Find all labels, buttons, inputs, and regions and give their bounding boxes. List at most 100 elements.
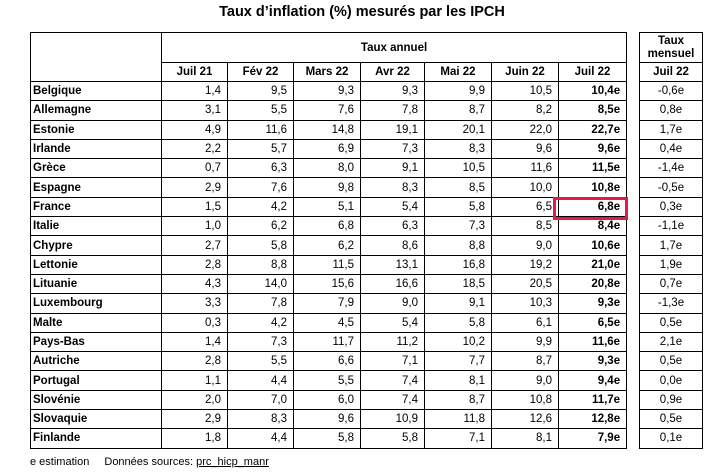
rate-cell: 4,5: [293, 312, 361, 333]
rate-cell: 10,9: [360, 409, 425, 430]
table-row: France 1,5 4,2 5,1 5,4 5,8 6,5 6,8e: [30, 196, 628, 218]
footer-source-link[interactable]: prc_hicp_manr: [196, 456, 269, 468]
monthly-rate-cell: 0,1e: [639, 428, 703, 449]
rate-cell: 18,5: [424, 273, 492, 295]
table-row: Malte 0,3 4,2 4,5 5,4 5,8 6,1 6,5e: [30, 312, 628, 333]
rate-cell: 11,7: [293, 331, 361, 353]
country-name: Belgique: [30, 80, 162, 102]
rate-cell: 7,4: [360, 389, 425, 411]
monthly-rate-cell: 1,9e: [639, 254, 703, 275]
rate-cell: 1,8: [161, 428, 228, 449]
rate-cell: 14,8: [293, 119, 361, 140]
rate-cell: 9,6: [293, 409, 361, 430]
table-row: Lituanie 4,3 14,0 15,6 16,6 18,5 20,5 20,8e: [30, 273, 628, 295]
rate-cell: 20,8e: [557, 273, 628, 295]
rate-cell: 8,1: [424, 370, 492, 391]
table-row: 2,1e: [639, 331, 703, 353]
rate-cell: 8,1: [491, 428, 559, 449]
rate-cell: 9,3: [293, 80, 361, 102]
rate-cell: 6,1: [491, 312, 559, 333]
table-row: -1,3e: [639, 293, 703, 314]
country-name: Irlande: [30, 138, 162, 160]
table-row: Italie 1,0 6,2 6,8 6,3 7,3 8,5 8,4e: [30, 216, 628, 237]
column-header: Avr 22: [360, 62, 425, 82]
table-row: -1,1e: [639, 216, 703, 237]
rate-cell: 7,1: [360, 351, 425, 372]
rate-cell: 6,3: [227, 158, 294, 179]
column-header: Fév 22: [227, 62, 294, 82]
rate-cell: 20,5: [491, 273, 559, 295]
rate-cell: 5,5: [227, 100, 294, 121]
monthly-rate-cell: -0,6e: [639, 80, 703, 102]
rate-cell: 11,8: [424, 409, 492, 430]
rate-cell: 9,3e: [557, 293, 628, 314]
country-name: Lituanie: [30, 273, 162, 295]
monthly-rate-cell: 0,4e: [639, 138, 703, 160]
rate-cell: 5,4: [360, 196, 425, 218]
rate-cell: 8,5: [491, 216, 559, 237]
rate-cell: 2,8: [161, 351, 228, 372]
rate-cell: 5,8: [424, 312, 492, 333]
rate-cell: 9,3e: [557, 351, 628, 372]
rate-cell: 7,9: [293, 293, 361, 314]
rate-cell: 9,4e: [557, 370, 628, 391]
rate-cell: 4,4: [227, 428, 294, 449]
rate-cell: 7,8: [360, 100, 425, 121]
country-name: Portugal: [30, 370, 162, 391]
monthly-rate-cell: 0,5e: [639, 409, 703, 430]
rate-cell: 6,2: [227, 216, 294, 237]
table-row: 1,7e: [639, 119, 703, 140]
rate-cell: 5,5: [227, 351, 294, 372]
rate-cell: 4,3: [161, 273, 228, 295]
rate-cell: 1,5: [161, 196, 228, 218]
rate-cell: 8,0: [293, 158, 361, 179]
annual-rate-body: Belgique 1,4 9,5 9,3 9,3 9,9 10,5 10,4e Allemagn…: [30, 80, 628, 449]
table-row: Allemagne 3,1 5,5 7,6 7,8 8,7 8,2 8,5e: [30, 100, 628, 121]
table-row: Finlande 1,8 4,4 5,8 5,8 7,1 8,1 7,9e: [30, 428, 628, 449]
rate-cell: 10,0: [491, 177, 559, 198]
rate-cell: 9,1: [424, 293, 492, 314]
corner-cell: [30, 32, 162, 82]
rate-cell: 8,6: [360, 235, 425, 256]
rate-cell: 9,6e: [557, 138, 628, 160]
rate-cell: 7,9e: [557, 428, 628, 449]
table-row: 0,5e: [639, 409, 703, 430]
rate-cell: 15,6: [293, 273, 361, 295]
rate-cell: 7,3: [424, 216, 492, 237]
rate-cell: 8,2: [491, 100, 559, 121]
rate-cell: 6,0: [293, 389, 361, 411]
table-row: Chypre 2,7 5,8 6,2 8,6 8,8 9,0 10,6e: [30, 235, 628, 256]
table-row: 0,7e: [639, 273, 703, 295]
rate-cell: 9,1: [360, 158, 425, 179]
annual-rate-table: Taux annuel Juil 21 Fév 22 Mars 22 Avr 22 Ma…: [30, 32, 628, 449]
monthly-rate-cell: 0,3e: [639, 196, 703, 218]
rate-cell: 16,6: [360, 273, 425, 295]
country-name: Finlande: [30, 428, 162, 449]
rate-cell: 10,8: [491, 389, 559, 411]
rate-cell: 9,9: [491, 331, 559, 353]
rate-cell: 10,3: [491, 293, 559, 314]
country-name: Luxembourg: [30, 293, 162, 314]
rate-cell: 2,7: [161, 235, 228, 256]
rate-cell: 9,0: [491, 235, 559, 256]
column-header: Juil 21: [161, 62, 228, 82]
rate-cell: 5,8: [293, 428, 361, 449]
rate-cell: 6,6: [293, 351, 361, 372]
footer: e estimation Données sources: prc_hicp_m…: [30, 456, 269, 468]
rate-cell: 10,5: [424, 158, 492, 179]
rate-cell: 8,8: [424, 235, 492, 256]
table-row: 0,8e: [639, 100, 703, 121]
rate-cell: 16,8: [424, 254, 492, 275]
annual-rate-header: Taux annuel: [160, 32, 628, 63]
table-row: Luxembourg 3,3 7,8 7,9 9,0 9,1 10,3 9,3e: [30, 293, 628, 314]
monthly-header-line2: mensuel: [647, 47, 695, 60]
rate-cell: 3,1: [161, 100, 228, 121]
monthly-rate-cell: 0,7e: [639, 273, 703, 295]
rate-cell: 4,2: [227, 196, 294, 218]
rate-cell: 9,0: [360, 293, 425, 314]
country-name: Grèce: [30, 158, 162, 179]
rate-cell: 19,1: [360, 119, 425, 140]
rate-cell: 8,7: [424, 389, 492, 411]
country-name: Malte: [30, 312, 162, 333]
rate-cell: 11,5e: [557, 158, 628, 179]
